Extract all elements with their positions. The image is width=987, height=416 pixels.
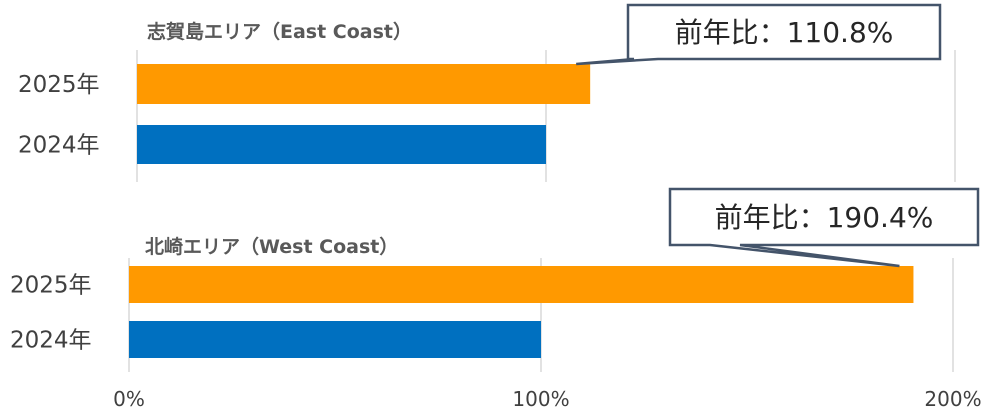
x-tick-label: 0% bbox=[113, 387, 145, 411]
chart-title: 志賀島エリア（East Coast） bbox=[147, 20, 412, 43]
x-tick-label: 200% bbox=[924, 387, 981, 411]
bar-2024 bbox=[137, 125, 546, 164]
chart-title: 北崎エリア（West Coast） bbox=[145, 235, 398, 258]
callout-label: 前年比：190.4% bbox=[715, 201, 934, 234]
bar-2025 bbox=[137, 64, 591, 104]
callout-box bbox=[668, 187, 980, 268]
x-tick-label: 100% bbox=[512, 387, 569, 411]
bar-2024 bbox=[129, 321, 541, 358]
category-label: 2024年 bbox=[10, 328, 92, 354]
callout-box bbox=[576, 3, 942, 66]
bar-2025 bbox=[129, 266, 914, 303]
callout-label: 前年比：110.8% bbox=[675, 16, 894, 49]
category-label: 2025年 bbox=[10, 273, 92, 299]
category-label: 2024年 bbox=[18, 133, 100, 159]
category-label: 2025年 bbox=[18, 72, 100, 98]
